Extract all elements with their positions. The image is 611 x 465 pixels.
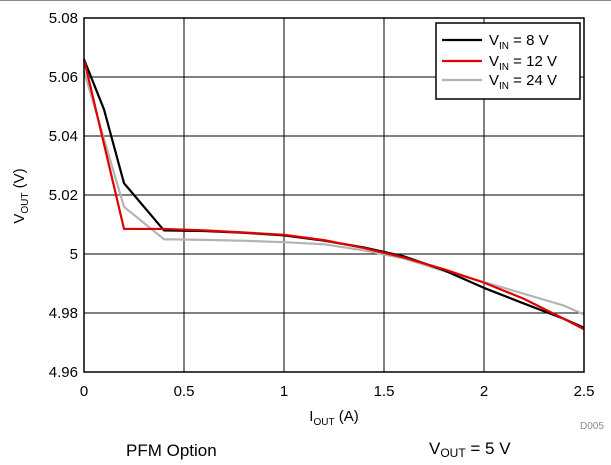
y-tick-label: 5.04: [49, 128, 78, 145]
y-tick-label: 4.98: [49, 305, 78, 322]
x-tick-label: 1: [280, 383, 288, 400]
x-axis-title: IOUT (A): [309, 408, 358, 428]
x-tick-label: 0: [80, 383, 88, 400]
series-line-vin-24v: [82, 70, 585, 316]
legend-label-vin-12v: VIN = 12 V: [489, 53, 557, 73]
x-tick-label: 2.5: [574, 383, 595, 400]
x-tick-label: 2: [480, 383, 488, 400]
series-lines: [82, 58, 585, 331]
legend-label-vin-8v: VIN = 8 V: [489, 32, 549, 52]
y-tick-label: 5.08: [49, 10, 78, 27]
top-rule: [0, 0, 611, 1]
y-axis-title: VOUT (V): [11, 168, 31, 223]
x-tick-label: 1.5: [374, 383, 395, 400]
x-tick-label: 0.5: [174, 383, 195, 400]
y-tick-label: 5.02: [49, 187, 78, 204]
y-tick-label: 5.06: [49, 69, 78, 86]
y-tick-label: 4.96: [49, 364, 78, 381]
caption-left: PFM Option: [126, 441, 217, 460]
y-tick-label: 5: [70, 246, 78, 263]
figure-id-label: D005: [580, 421, 604, 432]
plot-frame: [83, 17, 585, 373]
legend-label-vin-24v: VIN = 24 V: [489, 72, 557, 92]
caption-right: VOUT = 5 V: [429, 439, 511, 460]
series-line-vin-12v: [82, 59, 585, 331]
tick-labels: 0 0.5 1 1.5 2 2.5 4.96 4.98 5 5.02 5.04 5.06 5.08: [49, 10, 595, 400]
legend: VIN = 8 V VIN = 12 V VIN = 24 V: [435, 22, 581, 100]
